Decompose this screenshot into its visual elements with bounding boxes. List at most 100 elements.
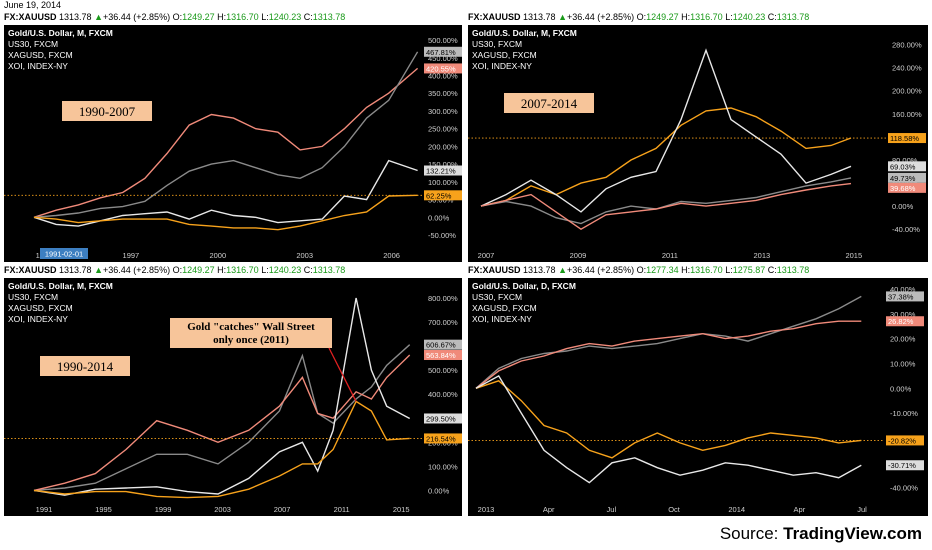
last-value-badge	[424, 433, 462, 444]
last-value-label: 216.54%	[426, 434, 456, 443]
legend-entry: US30, FXCM	[472, 39, 523, 49]
series-line-us30	[33, 344, 411, 492]
quote-bar-2: FX:XAUUSD 1313.78 ▲+36.44 (+2.85%) O:124…	[468, 12, 810, 22]
quote-change: +36.44 (+2.85%)	[567, 12, 635, 22]
x-tick-label: 1997	[123, 251, 140, 260]
quote-low: 1240.23	[732, 12, 766, 22]
legend-entry: US30, FXCM	[8, 39, 59, 49]
x-tick-label: 2007	[274, 505, 291, 514]
x-tick-label: 2000	[209, 251, 226, 260]
legend-entry: Gold/U.S. Dollar, M, FXCM	[8, 28, 113, 38]
x-tick-label: Jul	[607, 505, 617, 514]
last-value-badge	[888, 161, 926, 172]
legend-entry: XOI, INDEX-NY	[8, 314, 68, 324]
quote-last: 1313.78	[523, 265, 556, 275]
series-line-xoi	[33, 67, 419, 218]
quote-high: 1316.70	[690, 265, 723, 275]
last-value-badge	[886, 435, 924, 446]
y-tick-label: 0.00%	[428, 213, 450, 222]
y-tick-label: 80.00%	[892, 156, 918, 165]
series-line-gold	[475, 380, 862, 459]
series-line-xagusd	[33, 297, 411, 496]
annotation-label: 2007-2014	[521, 96, 578, 111]
x-tick-label: 2006	[383, 251, 400, 260]
y-tick-label: 280.00%	[892, 41, 922, 50]
annotation-label: 1990-2014	[57, 359, 114, 374]
quote-bar-4: FX:XAUUSD 1313.78 ▲+36.44 (+2.85%) O:127…	[468, 265, 810, 275]
quote-close: 1313.78	[776, 12, 810, 22]
series-line-xagusd	[480, 48, 852, 213]
last-value-badge	[888, 172, 926, 183]
x-tick-label: Jul	[857, 505, 867, 514]
up-arrow-icon: ▲	[94, 265, 104, 275]
quote-symbol: FX:XAUUSD	[4, 265, 57, 275]
last-value-badge	[886, 316, 924, 327]
quote-change: +36.44 (+2.85%)	[567, 265, 635, 275]
x-tick-label: 2003	[296, 251, 313, 260]
last-value-label: 49.73%	[890, 174, 916, 183]
x-tick-label: 1991	[36, 505, 53, 514]
series-line-us30	[480, 177, 852, 225]
x-tick-label: 2007	[478, 251, 495, 260]
quote-low: 1240.23	[268, 265, 302, 275]
x-tick-label: Apr	[794, 505, 806, 514]
chart-svg: 800.00%700.00%600.00%500.00%400.00%300.0…	[4, 294, 462, 514]
date-marker-label: 1991-02-01	[45, 250, 83, 259]
y-tick-label: 200.00%	[892, 87, 922, 96]
y-tick-label: 20.00%	[890, 335, 916, 344]
y-tick-label: 350.00%	[428, 89, 458, 98]
legend-entry: Gold/U.S. Dollar, M, FXCM	[472, 28, 577, 38]
x-tick-label: 2009	[570, 251, 587, 260]
source-name: TradingView.com	[783, 524, 922, 543]
series-line-xagusd	[33, 159, 418, 227]
series-line-us30	[33, 51, 419, 218]
annotation-box	[62, 101, 152, 121]
last-value-badge	[424, 190, 462, 201]
chart-legend: Gold/U.S. Dollar, M, FXCM US30, FXCM XAGUS…	[8, 28, 113, 72]
legend-entry: XOI, INDEX-NY	[472, 314, 532, 324]
y-tick-label: 200.00%	[428, 142, 458, 151]
series-line-gold	[33, 400, 410, 499]
series-line-xoi	[475, 320, 862, 389]
last-value-label: 132.21%	[426, 167, 456, 176]
quote-last: 1313.78	[523, 12, 556, 22]
y-tick-label: 100.00%	[428, 178, 458, 187]
last-value-badge	[886, 291, 924, 302]
series-line-gold	[33, 194, 418, 231]
callout-arrow	[328, 347, 357, 402]
legend-entry: Gold/U.S. Dollar, M, FXCM	[8, 281, 113, 291]
quote-last: 1313.78	[59, 12, 92, 22]
legend-entry: XAGUSD, FXCM	[472, 303, 537, 313]
series-line-xoi	[33, 354, 411, 492]
quote-open: 1249.27	[182, 265, 215, 275]
chart-panel-1990-2007: 500.00% 450.00% 400.00% 350.00% 300.00% 250.0…	[4, 25, 462, 262]
chart-svg: 280.00%240.00%200.00%160.00%120.00%80.00…	[468, 41, 926, 260]
legend-entry: US30, FXCM	[8, 292, 59, 302]
last-value-label: 62.25%	[426, 191, 452, 200]
x-tick-label: 2013	[754, 251, 771, 260]
chart-panel-1990-2014: 800.00%700.00%600.00%500.00%400.00%300.0…	[4, 278, 462, 516]
last-value-label: 563.84%	[426, 351, 456, 360]
chart-svg: 40.00% 30.00% 20.00% 10.00% 0.00% -10.00% -20.…	[468, 285, 924, 514]
last-value-label: -20.82%	[888, 436, 916, 445]
y-tick-label: 0.00%	[428, 486, 450, 495]
last-value-label: 69.03%	[890, 162, 916, 171]
chart-legend: Gold/U.S. Dollar, D, FXCM US30, FXCM XAGUS…	[472, 281, 576, 325]
quote-bar-3: FX:XAUUSD 1313.78 ▲+36.44 (+2.85%) O:124…	[4, 265, 346, 275]
y-tick-label: 0.00%	[892, 202, 914, 211]
x-tick-label: 2003	[214, 505, 231, 514]
y-tick-label: -50.00%	[428, 231, 456, 240]
last-value-label: 420.55%	[426, 64, 456, 73]
y-tick-label: 100.00%	[428, 462, 458, 471]
legend-entry: XAGUSD, FXCM	[8, 50, 73, 60]
y-tick-label: 40.00%	[890, 285, 916, 294]
x-tick-label: 2015	[845, 251, 862, 260]
x-tick-label: Apr	[543, 505, 555, 514]
series-line-us30	[475, 295, 862, 389]
y-tick-label: 500.00%	[428, 366, 458, 375]
last-value-badge	[424, 413, 462, 424]
quote-change: +36.44 (+2.85%)	[103, 265, 171, 275]
quote-high: 1316.70	[690, 12, 723, 22]
chart-svg: 500.00% 450.00% 400.00% 350.00% 300.00% 250.0…	[4, 36, 462, 260]
quote-last: 1313.78	[59, 265, 92, 275]
